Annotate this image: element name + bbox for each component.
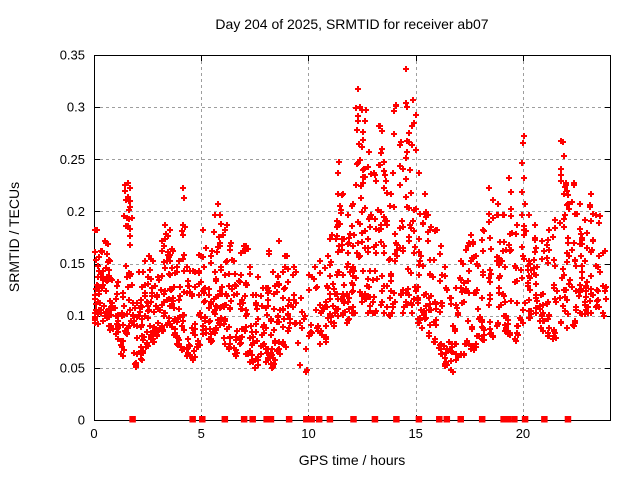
zero-marker-square [371, 416, 379, 423]
zero-marker-square [263, 416, 270, 423]
y-tick-label: 0.15 [60, 256, 85, 271]
x-axis-label: GPS time / hours [298, 452, 406, 468]
zero-marker-square [249, 416, 256, 423]
gridlines [94, 55, 610, 420]
zero-marker-square [564, 416, 572, 423]
zero-marker-square [267, 416, 275, 423]
zero-marker-square [350, 416, 357, 423]
zero-marker-square [500, 416, 507, 423]
zero-marker-square [415, 416, 423, 423]
zero-marker-square [199, 416, 206, 423]
zero-marker-square [221, 416, 229, 423]
zero-marker-square [443, 416, 451, 423]
zero-marker-square [189, 416, 196, 423]
x-tick-label: 20 [516, 426, 530, 441]
zero-marker-square [326, 416, 334, 423]
x-tick-label: 10 [301, 426, 315, 441]
zero-marker-square [541, 416, 548, 423]
x-tick-label: 5 [198, 426, 205, 441]
zero-marker-square [504, 416, 512, 423]
zero-marker-square [393, 416, 400, 423]
zero-marker-square [308, 416, 315, 423]
y-tick-label: 0 [78, 413, 85, 428]
zero-marker-square [457, 416, 464, 423]
y-tick-label: 0.2 [67, 204, 85, 219]
zero-marker-square [129, 416, 136, 423]
zero-marker-square [285, 416, 293, 423]
y-tick-label: 0.25 [60, 152, 85, 167]
y-tick-label: 0.05 [60, 360, 85, 375]
zero-markers [129, 416, 572, 423]
y-tick-labels: 0 0.05 0.1 0.15 0.2 0.25 0.3 0.35 [60, 48, 85, 428]
scatter-points [92, 66, 609, 375]
zero-marker-square [478, 416, 486, 423]
y-tick-label: 0.1 [67, 308, 85, 323]
x-tick-labels: 0 5 10 15 20 [90, 426, 530, 441]
x-tick-label: 0 [90, 426, 97, 441]
chart-title: Day 204 of 2025, SRMTID for receiver ab0… [215, 16, 489, 32]
zero-marker-square [315, 416, 323, 423]
zero-marker-square [303, 416, 310, 423]
y-tick-label: 0.3 [67, 100, 85, 115]
zero-marker-square [240, 416, 248, 423]
zero-marker-square [511, 416, 518, 423]
y-tick-label: 0.35 [60, 48, 85, 63]
zero-marker-square [521, 416, 529, 423]
x-tick-label: 15 [408, 426, 422, 441]
zero-marker-square [436, 416, 443, 423]
